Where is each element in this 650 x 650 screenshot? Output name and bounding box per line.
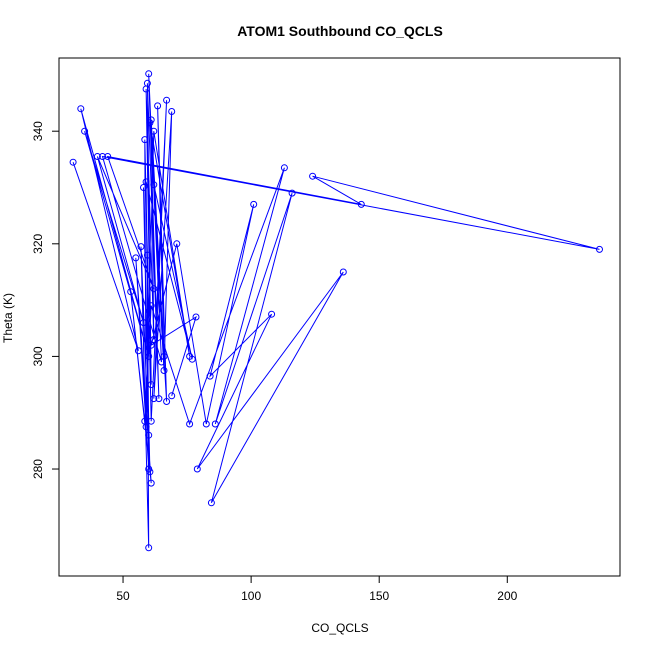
y-axis: 280 300 320 340 bbox=[31, 121, 60, 479]
data-point bbox=[150, 336, 158, 343]
data-point bbox=[140, 184, 147, 191]
data-point bbox=[147, 341, 155, 349]
data-point bbox=[357, 200, 365, 208]
data-point bbox=[168, 392, 176, 400]
data-point bbox=[127, 288, 135, 296]
data-point bbox=[145, 70, 153, 78]
data-point bbox=[188, 355, 196, 363]
data-point bbox=[192, 313, 200, 321]
data-point bbox=[250, 200, 258, 208]
data-point bbox=[288, 189, 296, 197]
data-point bbox=[104, 153, 112, 160]
y-tick-label: 300 bbox=[31, 346, 45, 366]
data-point bbox=[173, 240, 181, 248]
data-point bbox=[163, 398, 171, 405]
data-point bbox=[268, 310, 276, 318]
x-tick-label: 150 bbox=[369, 589, 389, 603]
data-series bbox=[69, 70, 603, 552]
data-point bbox=[147, 479, 155, 487]
data-point bbox=[150, 127, 158, 135]
data-point bbox=[155, 395, 163, 403]
y-tick-label: 320 bbox=[31, 233, 45, 253]
y-axis-title: Theta (K) bbox=[1, 293, 15, 343]
data-point bbox=[150, 181, 158, 189]
data-point bbox=[147, 381, 155, 389]
data-point bbox=[132, 254, 140, 262]
data-point bbox=[145, 465, 153, 473]
x-axis-title: CO_QCLS bbox=[311, 621, 368, 635]
data-point bbox=[186, 420, 194, 428]
data-point bbox=[207, 499, 215, 507]
data-point bbox=[134, 347, 142, 355]
data-point bbox=[596, 245, 603, 253]
data-point bbox=[160, 367, 168, 374]
data-point bbox=[143, 251, 151, 259]
data-point bbox=[142, 178, 150, 186]
data-point bbox=[339, 268, 347, 276]
data-point bbox=[142, 85, 150, 93]
data-point bbox=[141, 417, 149, 425]
x-tick-label: 200 bbox=[497, 589, 517, 603]
data-point bbox=[202, 420, 210, 428]
data-point bbox=[145, 352, 153, 360]
data-point bbox=[146, 119, 154, 127]
data-point bbox=[309, 172, 317, 180]
series-line bbox=[72, 73, 600, 548]
data-point bbox=[154, 102, 162, 110]
x-tick-label: 50 bbox=[116, 589, 130, 603]
data-point bbox=[150, 395, 158, 403]
data-point bbox=[145, 544, 153, 552]
data-point bbox=[81, 127, 89, 135]
data-point bbox=[280, 164, 288, 172]
data-point bbox=[193, 465, 201, 473]
y-tick-label: 280 bbox=[31, 459, 45, 479]
chart-title: ATOM1 Southbound CO_QCLS bbox=[237, 23, 443, 39]
data-point bbox=[145, 431, 153, 439]
data-point bbox=[77, 105, 85, 113]
data-point bbox=[163, 96, 171, 104]
data-point bbox=[140, 319, 147, 327]
data-point bbox=[158, 358, 165, 366]
data-point bbox=[211, 420, 219, 428]
data-point bbox=[99, 153, 106, 160]
data-point bbox=[160, 352, 168, 360]
x-axis: 50 100 150 200 bbox=[116, 575, 518, 603]
data-point bbox=[150, 285, 158, 293]
data-point bbox=[141, 136, 149, 144]
y-tick-label: 340 bbox=[31, 121, 45, 141]
data-point bbox=[69, 158, 77, 166]
data-point bbox=[93, 153, 101, 160]
data-point bbox=[206, 372, 214, 380]
data-point bbox=[137, 243, 145, 251]
data-point bbox=[147, 302, 155, 310]
x-tick-label: 100 bbox=[241, 589, 261, 603]
data-point bbox=[168, 108, 176, 115]
